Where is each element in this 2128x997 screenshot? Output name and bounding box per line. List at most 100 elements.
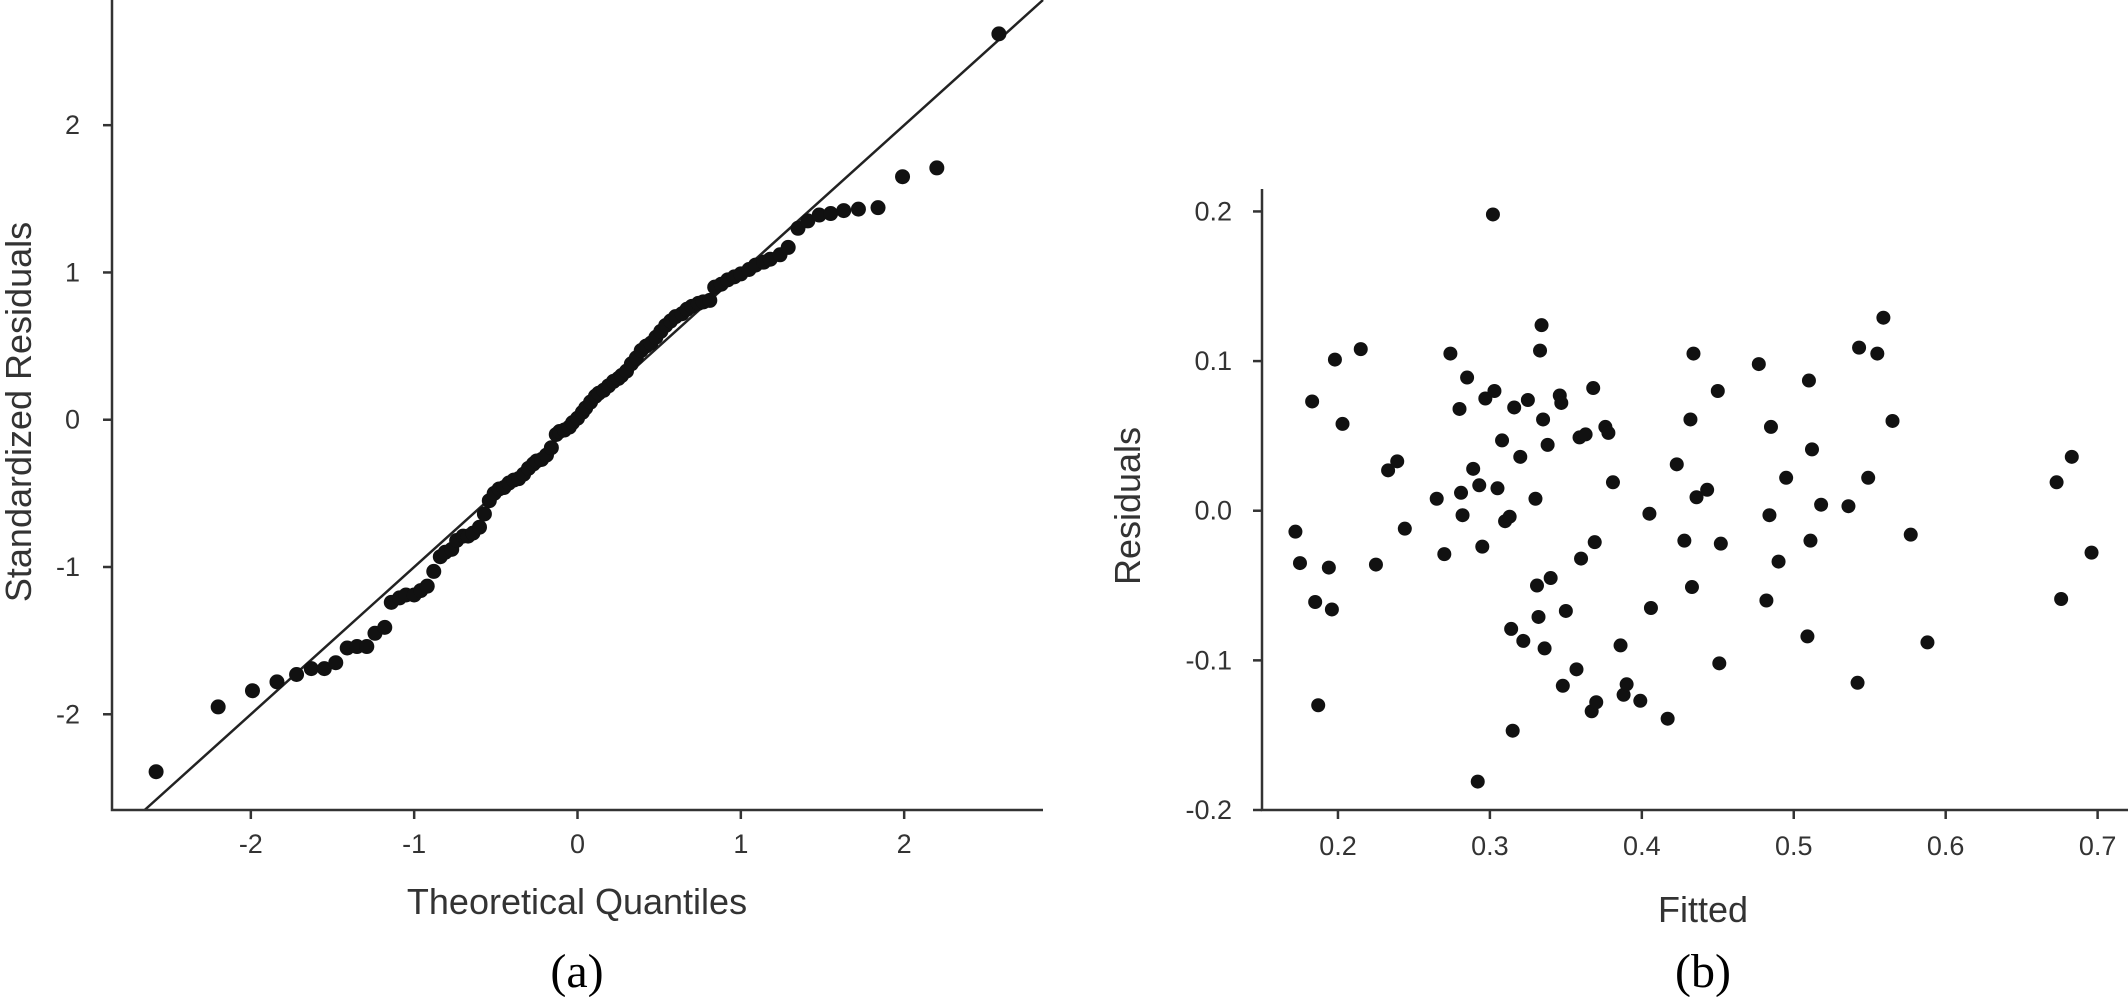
data-point	[1613, 638, 1628, 653]
data-point	[1554, 395, 1569, 410]
data-point	[836, 203, 852, 219]
x-tick-label: 0	[570, 829, 585, 859]
data-point	[1305, 394, 1320, 409]
data-point	[1870, 346, 1885, 361]
data-point	[929, 160, 945, 176]
x-tick-label: -2	[239, 829, 263, 859]
data-point	[1689, 490, 1704, 505]
data-point	[1850, 675, 1865, 690]
data-point	[1470, 774, 1485, 789]
data-point	[1779, 470, 1794, 485]
data-point	[148, 764, 164, 780]
data-point	[1713, 536, 1728, 551]
data-point	[1643, 600, 1658, 615]
data-point	[1712, 656, 1727, 671]
data-point	[1437, 547, 1452, 562]
data-point	[870, 200, 886, 216]
data-point	[1534, 318, 1549, 333]
data-point	[1920, 635, 1935, 650]
data-point	[1601, 425, 1616, 440]
data-point	[1308, 595, 1323, 610]
qq-axes	[110, 0, 1043, 812]
data-point	[2049, 475, 2064, 490]
data-point	[1536, 412, 1551, 427]
data-point	[419, 578, 435, 594]
data-point	[1587, 535, 1602, 550]
data-point	[543, 440, 559, 456]
data-point	[1502, 509, 1517, 524]
data-point	[1429, 491, 1444, 506]
data-point	[269, 674, 285, 690]
data-point	[850, 201, 866, 217]
data-point	[811, 207, 827, 223]
data-point	[1578, 427, 1593, 442]
data-point	[377, 619, 393, 635]
data-point	[1804, 442, 1819, 457]
data-point	[1555, 678, 1570, 693]
data-point	[1368, 557, 1383, 572]
data-point	[1397, 521, 1412, 536]
residuals-panel-caption: (b)	[1675, 945, 1731, 997]
data-point	[1569, 662, 1584, 677]
x-tick-label: 0.2	[1319, 831, 1357, 861]
y-tick-label: -0.1	[1185, 645, 1232, 675]
data-point	[472, 519, 487, 535]
data-point	[1505, 723, 1520, 738]
x-tick-label: 0.7	[2079, 831, 2117, 861]
x-tick-label: -1	[402, 829, 426, 859]
data-point	[1452, 401, 1467, 416]
data-point	[1475, 539, 1490, 554]
data-point	[1771, 554, 1786, 569]
data-point	[1619, 677, 1634, 692]
data-point	[1531, 609, 1546, 624]
y-tick-label: -2	[56, 699, 80, 729]
data-point	[1490, 481, 1505, 496]
data-point	[1903, 527, 1918, 542]
data-point	[1455, 508, 1470, 523]
data-point	[1684, 580, 1699, 595]
data-point	[476, 506, 492, 522]
y-tick-label: 0	[65, 405, 80, 435]
data-point	[1700, 482, 1715, 497]
residuals-x-axis-title: Fitted	[1658, 889, 1748, 930]
y-tick-label: 1	[65, 257, 80, 287]
y-tick-label: -1	[56, 552, 80, 582]
data-point	[702, 292, 718, 308]
x-tick-label: 0.3	[1471, 831, 1509, 861]
data-point	[244, 683, 260, 699]
data-point	[1669, 457, 1684, 472]
residuals-axis-ticks: 0.2 0.3 0.4 0.5 0.6 0.7 0.2 0.1 0.0 -0.1 -0.2	[1185, 196, 2116, 861]
x-tick-label: 0.4	[1623, 831, 1661, 861]
data-point	[1324, 602, 1339, 617]
data-point	[1633, 693, 1648, 708]
data-point	[1443, 346, 1458, 361]
data-point	[359, 639, 375, 655]
data-point	[1852, 340, 1867, 355]
data-point	[1803, 533, 1818, 548]
qq-axis-ticks: -2 -1 0 1 2 -2 -1 0 1 2	[56, 110, 912, 859]
data-point	[1574, 551, 1589, 566]
data-point	[316, 661, 332, 677]
data-point	[1321, 560, 1336, 575]
y-tick-label: 0.1	[1194, 346, 1232, 376]
data-point	[1485, 207, 1500, 222]
x-tick-label: 1	[733, 829, 748, 859]
data-point	[1335, 416, 1350, 431]
data-point	[1353, 342, 1368, 357]
data-point	[1472, 478, 1487, 493]
data-point	[1381, 463, 1396, 478]
data-point	[1513, 449, 1528, 464]
data-point	[823, 206, 839, 222]
x-tick-label: 0.5	[1775, 831, 1813, 861]
data-point	[1520, 392, 1535, 407]
data-point	[1762, 508, 1777, 523]
data-point	[2054, 592, 2069, 607]
data-point	[1605, 475, 1620, 490]
data-point	[1801, 373, 1816, 388]
data-point	[2064, 449, 2079, 464]
data-point	[991, 26, 1007, 42]
data-point	[328, 655, 344, 671]
data-point	[1751, 357, 1766, 372]
data-point	[1800, 629, 1815, 644]
data-point	[1814, 497, 1829, 512]
